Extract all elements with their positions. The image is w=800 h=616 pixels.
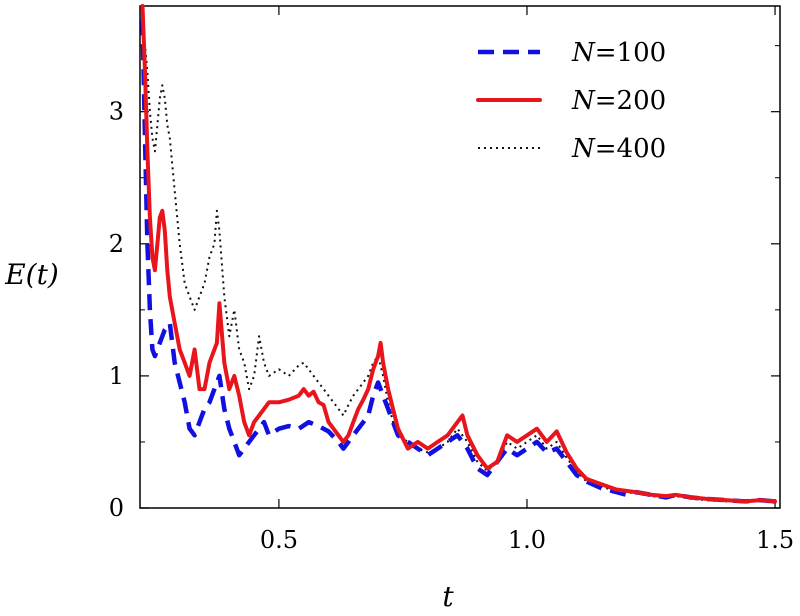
- legend-label-value: =400: [595, 134, 666, 164]
- legend-label-value: =200: [595, 86, 666, 116]
- legend-label: N=100: [571, 38, 666, 68]
- x-tick-label: 1.5: [756, 526, 794, 554]
- series-line-n100: [140, 19, 776, 504]
- x-axis-title: t: [442, 580, 454, 613]
- legend-label-value: =100: [595, 38, 666, 68]
- y-axis-title: E(t): [4, 258, 59, 291]
- y-tick-label: 0: [109, 494, 124, 522]
- legend-label-variable: N: [571, 134, 596, 164]
- series-line-n200: [140, 4, 777, 504]
- legend-label: N=200: [571, 86, 666, 116]
- legend-label-variable: N: [571, 86, 596, 116]
- legend-label: N=400: [571, 134, 666, 164]
- series-layer: [140, 4, 777, 504]
- x-tick-label: 1.0: [508, 526, 546, 554]
- legend-label-variable: N: [571, 38, 596, 68]
- x-tick-label: 0.5: [260, 526, 298, 554]
- ticks: 0.5 1.0 1.5 0 1 2 3: [109, 6, 794, 554]
- y-tick-label: 3: [109, 98, 124, 126]
- series-line-n400: [141, 19, 776, 504]
- y-tick-label: 2: [109, 230, 124, 258]
- plot-frame: [139, 5, 781, 509]
- y-tick-label: 1: [109, 362, 124, 390]
